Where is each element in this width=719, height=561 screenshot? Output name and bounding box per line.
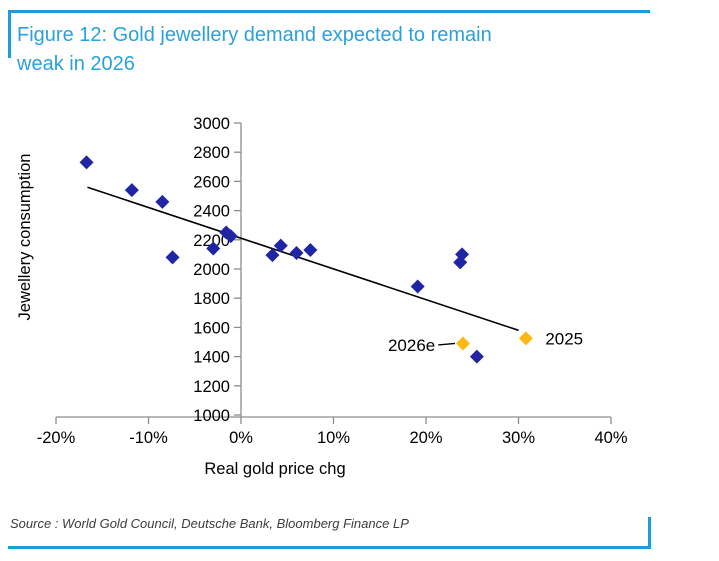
figure-source: Source : World Gold Council, Deutsche Ba… bbox=[10, 516, 409, 531]
data-point-diamond bbox=[303, 243, 318, 258]
x-tick-label: -20% bbox=[37, 429, 76, 447]
annotation-2026e: 2026e bbox=[388, 336, 435, 355]
y-tick-label: 2600 bbox=[193, 173, 230, 191]
y-tick-label: 2200 bbox=[193, 232, 230, 250]
figure-bottom-rule bbox=[8, 546, 651, 549]
data-point-diamond bbox=[223, 229, 238, 244]
data-point-diamond bbox=[265, 248, 280, 263]
y-axis-title: Jewellery consumption bbox=[16, 154, 34, 321]
annotation-leader-line bbox=[438, 342, 456, 346]
data-point-diamond bbox=[79, 155, 94, 170]
y-tick-label: 1800 bbox=[193, 290, 230, 308]
y-tick-label: 2800 bbox=[193, 144, 230, 162]
y-tick-label: 1400 bbox=[193, 349, 230, 367]
figure-bottom-right-accent-rule bbox=[648, 517, 651, 549]
data-point-diamond bbox=[206, 241, 221, 256]
data-point-diamond bbox=[155, 194, 170, 209]
figure-left-accent-rule bbox=[8, 10, 11, 58]
data-point-diamond bbox=[165, 250, 180, 265]
y-tick-label: 2000 bbox=[193, 261, 230, 279]
trend-line bbox=[87, 186, 519, 332]
x-tick-label: 0% bbox=[229, 429, 253, 447]
x-tick-label: -10% bbox=[129, 429, 168, 447]
data-point-diamond bbox=[518, 331, 533, 346]
x-tick-label: 30% bbox=[502, 429, 535, 447]
data-point-diamond bbox=[289, 245, 304, 260]
annotation-2025: 2025 bbox=[545, 329, 583, 348]
data-point-diamond bbox=[273, 238, 288, 253]
data-point-diamond bbox=[453, 255, 468, 270]
figure-top-rule bbox=[8, 10, 650, 13]
data-point-diamond bbox=[469, 349, 484, 364]
data-point-diamond bbox=[456, 336, 470, 351]
figure-title: Figure 12: Gold jewellery demand expecte… bbox=[17, 24, 492, 75]
x-tick-label: 40% bbox=[594, 429, 627, 447]
x-tick-label: 20% bbox=[409, 429, 442, 447]
y-tick-label: 3000 bbox=[193, 115, 230, 133]
y-tick-label: 1000 bbox=[193, 407, 230, 425]
y-tick-label: 1600 bbox=[193, 319, 230, 337]
y-tick-label: 2400 bbox=[193, 203, 230, 221]
x-axis-title: Real gold price chg bbox=[204, 460, 345, 478]
y-tick-label: 1200 bbox=[193, 378, 230, 396]
data-point-diamond bbox=[124, 183, 139, 198]
x-tick-label: 10% bbox=[317, 429, 350, 447]
data-point-diamond bbox=[410, 279, 425, 294]
